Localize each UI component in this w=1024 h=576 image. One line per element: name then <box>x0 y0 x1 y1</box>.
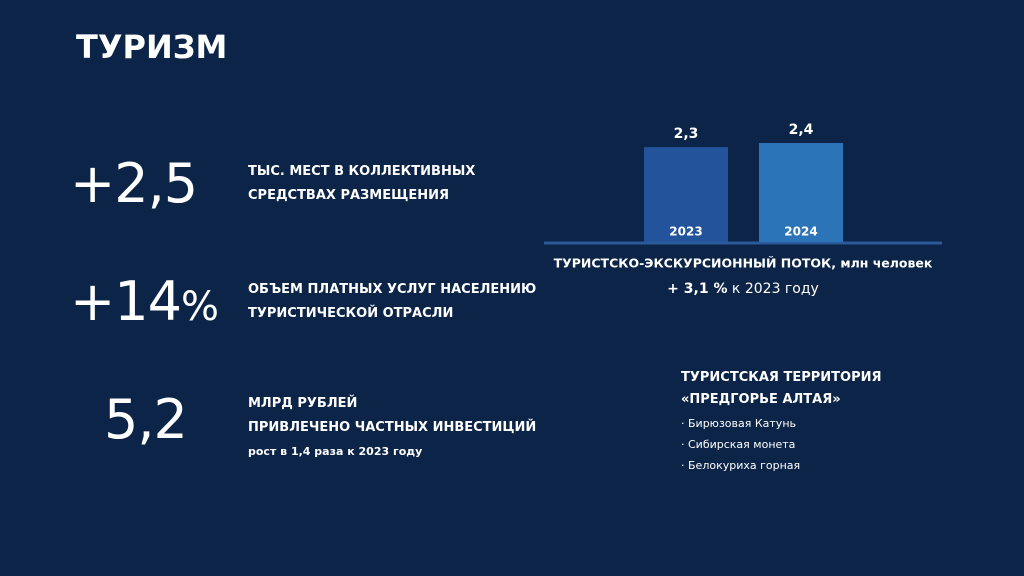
list-item: Бирюзовая Катунь <box>681 413 800 434</box>
text: СРЕДСТВАХ РАЗМЕЩЕНИЯ <box>248 188 449 203</box>
text: ПРИВЛЕЧЕНО ЧАСТНЫХ ИНВЕСТИЦИЙ <box>248 420 537 435</box>
chart: ТУРИСТСКО-ЭКСКУРСИОННЫЙ ПОТОК, млн челов… <box>544 122 942 297</box>
territory-title: ТУРИСТСКАЯ ТЕРРИТОРИЯ «ПРЕДГОРЬЕ АЛТАЯ» <box>681 367 882 411</box>
stat-desc: ОБЪЕМ ПЛАТНЫХ УСЛУГ НАСЕЛЕНИЮ ТУРИСТИЧЕС… <box>248 278 536 326</box>
chart-subtitle: + 3,1 % к 2023 году <box>667 281 819 297</box>
bar <box>759 143 843 242</box>
stat-desc: МЛРД РУБЛЕЙ ПРИВЛЕЧЕНО ЧАСТНЫХ ИНВЕСТИЦИ… <box>248 392 536 464</box>
slide-title: ТУРИЗМ <box>76 28 228 66</box>
unit: % <box>180 284 219 330</box>
list-item: Сибирская монета <box>681 434 800 455</box>
stat-number: +2,5 <box>70 152 198 215</box>
list-item: Белокуриха горная <box>681 455 800 476</box>
x-tick-label: 2023 <box>669 225 702 239</box>
stat-number: 5,2 <box>104 388 188 451</box>
text: ТУРИСТИЧЕСКОЙ ОТРАСЛИ <box>248 306 454 321</box>
note: рост в 1,4 раза к 2023 году <box>248 440 536 464</box>
x-tick-label: 2024 <box>784 225 817 239</box>
value-label: 2,3 <box>674 126 699 142</box>
territory-list: Бирюзовая Катунь Сибирская монета Белоку… <box>681 413 800 476</box>
text: рост <box>248 445 281 458</box>
value-label: 2,4 <box>789 122 814 138</box>
text: к 2023 году <box>343 445 423 458</box>
text: «ПРЕДГОРЬЕ АЛТАЯ» <box>681 392 841 407</box>
text: +14 <box>70 270 182 333</box>
text: МЛРД РУБЛЕЙ <box>248 396 358 411</box>
text: ТЫС. МЕСТ В КОЛЛЕКТИВНЫХ <box>248 164 476 179</box>
stat-desc: ТЫС. МЕСТ В КОЛЛЕКТИВНЫХ СРЕДСТВАХ РАЗМЕ… <box>248 160 475 208</box>
text: к 2023 году <box>727 281 818 297</box>
text: в 1,4 раза <box>280 445 344 458</box>
text: ОБЪЕМ ПЛАТНЫХ УСЛУГ НАСЕЛЕНИЮ <box>248 282 537 297</box>
text: + 3,1 % <box>667 281 727 297</box>
chart-title: ТУРИСТСКО-ЭКСКУРСИОННЫЙ ПОТОК, млн челов… <box>554 256 933 271</box>
text: ТУРИСТСКАЯ ТЕРРИТОРИЯ <box>681 370 882 385</box>
bar <box>644 147 728 242</box>
stat-number: +14% <box>70 270 219 333</box>
